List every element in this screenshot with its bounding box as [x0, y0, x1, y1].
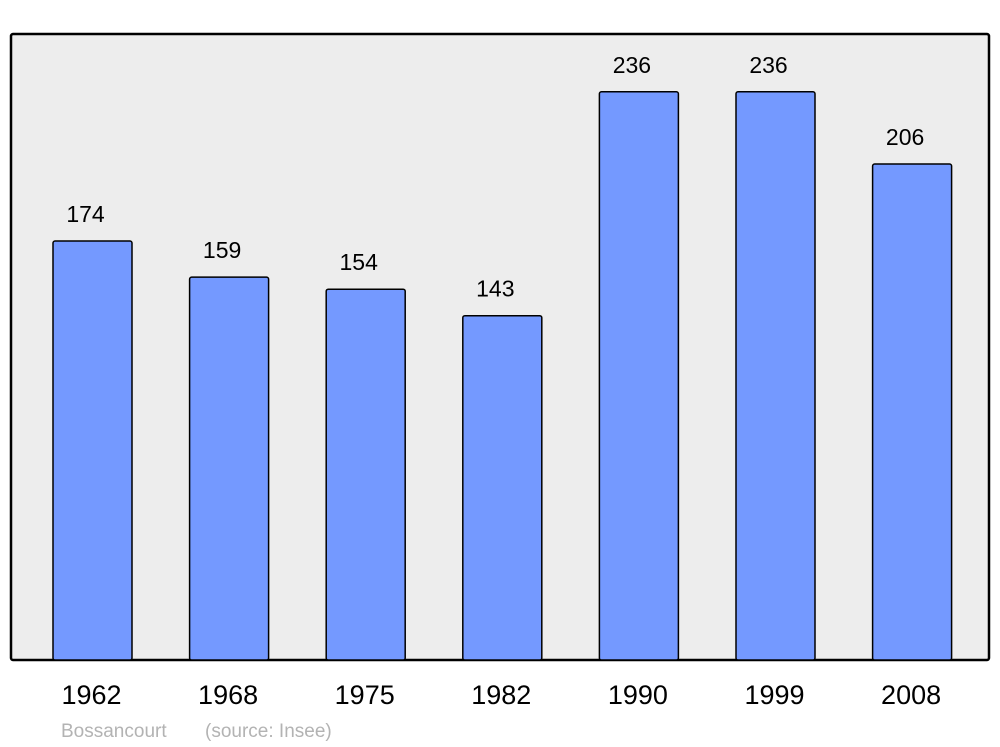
x-tick-label: 2008 [881, 680, 941, 710]
bar-1968 [188, 276, 270, 661]
x-tick-label: 1999 [744, 680, 804, 710]
x-tick-label: 1968 [198, 680, 258, 710]
x-tick-label: 1990 [608, 680, 668, 710]
data-label: 206 [886, 124, 924, 150]
x-tick-label: 1982 [471, 680, 531, 710]
bar-1982 [462, 314, 543, 661]
data-label: 174 [66, 201, 105, 227]
bar-1975 [325, 288, 406, 661]
bar-1990 [598, 91, 680, 661]
bar-1999 [735, 91, 816, 661]
x-tick-label: 1975 [335, 680, 395, 710]
bar-1962 [52, 240, 133, 661]
data-label: 236 [613, 52, 651, 78]
data-label: 236 [749, 52, 787, 78]
footer-place: Bossancourt [61, 721, 167, 742]
data-label: 143 [476, 276, 514, 302]
data-label: 159 [203, 237, 241, 263]
data-label: 154 [340, 249, 379, 275]
bar-2008 [871, 163, 953, 661]
footer-source: (source: Insee) [205, 721, 332, 742]
x-tick-label: 1962 [61, 680, 121, 710]
